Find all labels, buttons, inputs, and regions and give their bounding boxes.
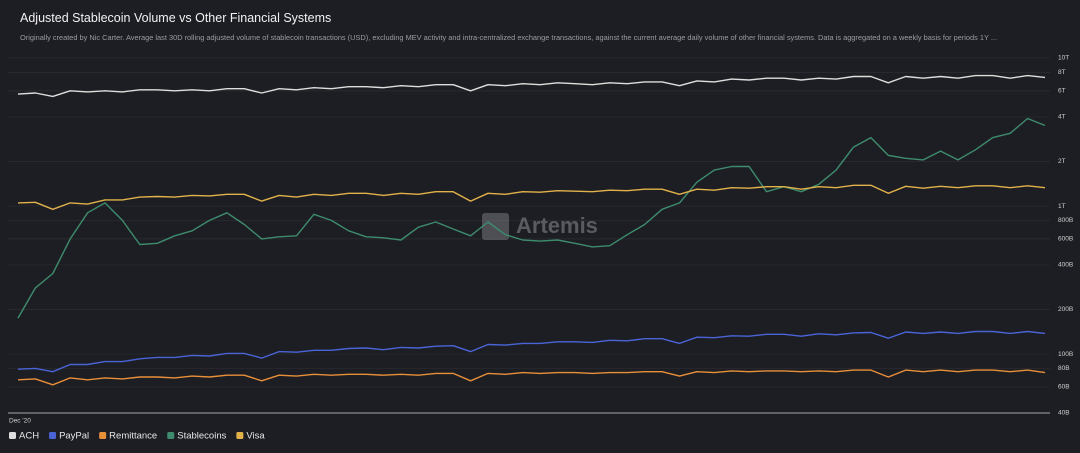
y-tick-label: 60B (1058, 384, 1070, 391)
watermark-logo (482, 213, 509, 240)
legend-label: PayPal (59, 431, 89, 442)
chart-title: Adjusted Stablecoin Volume vs Other Fina… (20, 11, 332, 25)
legend-label: Stablecoins (177, 431, 226, 442)
y-tick-label: 4T (1058, 114, 1066, 121)
chart-subtitle: Originally created by Nic Carter. Averag… (20, 33, 998, 42)
y-tick-label: 40B (1058, 410, 1070, 417)
y-tick-label: 8T (1058, 69, 1066, 76)
y-tick-label: 6T (1058, 88, 1066, 95)
legend-label: Remittance (109, 431, 157, 442)
y-tick-label: 400B (1058, 262, 1073, 269)
y-tick-label: 2T (1058, 158, 1066, 165)
legend-swatch (49, 432, 57, 439)
y-tick-label: 800B (1058, 217, 1073, 224)
watermark: Artemis (482, 213, 598, 240)
legend-swatch (236, 432, 244, 439)
grid (8, 57, 1050, 414)
watermark-text: Artemis (516, 213, 598, 238)
series-line (17, 369, 1046, 386)
series-line (17, 74, 1046, 98)
legend-label: Visa (246, 431, 265, 442)
series-line (17, 184, 1046, 210)
y-tick-label: 1T (1058, 203, 1066, 210)
y-tick-label: 200B (1058, 306, 1073, 313)
x-tick-label: Dec '20 (9, 418, 31, 425)
legend-swatch (99, 432, 107, 439)
legend-swatch (9, 432, 16, 439)
y-tick-label: 10T (1058, 55, 1069, 62)
legend-label: ACH (19, 431, 39, 442)
y-tick-label: 600B (1058, 236, 1073, 243)
series-line (17, 117, 1046, 319)
legend-swatch (167, 432, 175, 439)
series-line (17, 330, 1046, 373)
y-tick-label: 100B (1058, 351, 1073, 358)
y-tick-label: 80B (1058, 365, 1070, 372)
